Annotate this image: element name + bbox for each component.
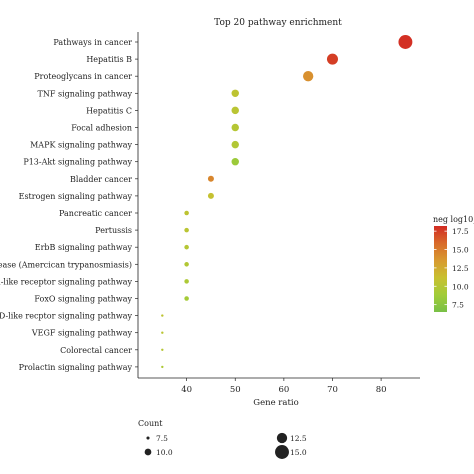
data-point <box>161 331 164 334</box>
size-legend: Count 7.5 10.0 12.5 15.0 <box>138 419 307 459</box>
data-point <box>184 296 189 301</box>
y-tick-label: P13-Akt signaling pathway <box>23 158 132 167</box>
size-legend-dot <box>275 445 289 459</box>
color-legend-label: 7.5 <box>452 301 464 310</box>
y-tick-label: Pancreatic cancer <box>59 209 132 218</box>
data-point <box>303 71 314 82</box>
color-legend-bar <box>434 226 447 312</box>
y-tick-label: Pertussis <box>95 226 132 235</box>
y-tick-label: FoxO signaling pathway <box>34 295 132 304</box>
data-point <box>161 348 164 351</box>
size-legend-label: 7.5 <box>156 434 168 443</box>
y-tick-label: MAPK signaling pathway <box>30 141 132 150</box>
y-tick-label: Colorectal cancer <box>60 346 132 355</box>
data-point <box>326 53 339 65</box>
data-point <box>161 365 164 369</box>
y-tick-label: Hepatitis C <box>86 106 132 115</box>
y-tick-label: Focal adhesion <box>71 124 132 133</box>
y-tick-label: Proteoglycans in cancer <box>34 72 132 81</box>
data-point <box>231 123 239 132</box>
y-tick-label: Hepatitis B <box>86 55 132 64</box>
data-point <box>184 279 189 284</box>
y-tick-label: ErbB signaling pathway <box>35 243 133 252</box>
color-legend-title: neg log10_ <box>433 215 474 224</box>
x-tick-label: 40 <box>181 385 192 395</box>
color-legend: neg log10_ 7.5 10.0 12.5 15.0 17.5 <box>433 215 474 312</box>
x-tick-label: 50 <box>230 385 241 395</box>
size-legend-label: 10.0 <box>156 448 173 457</box>
data-point <box>231 89 239 98</box>
x-axis-label: Gene ratio <box>253 398 298 408</box>
data-point <box>207 192 214 199</box>
y-tick-label: Toll-like receptor signaling pathway <box>0 277 132 286</box>
data-point <box>184 244 189 250</box>
y-tick-label: TNF signaling pathway <box>38 89 133 98</box>
size-legend-label: 15.0 <box>290 448 307 457</box>
color-legend-label: 10.0 <box>452 282 469 291</box>
y-tick-label: Pathways in cancer <box>53 38 132 47</box>
data-point <box>184 210 189 216</box>
data-point <box>161 314 164 317</box>
y-tick-label: NOD-like recptor signaling pathway <box>0 312 132 321</box>
color-legend-label: 17.5 <box>452 227 469 236</box>
x-tick-label: 60 <box>278 385 289 395</box>
size-legend-dot <box>144 448 152 456</box>
y-tick-label: disease (Amercican trypanosmiasis) <box>0 260 132 269</box>
y-tick-label: VEGF signaling pathway <box>31 329 133 338</box>
color-legend-label: 12.5 <box>452 264 469 273</box>
data-point <box>184 227 189 233</box>
data-point <box>207 175 214 182</box>
plot-area <box>161 35 413 369</box>
x-tick-label: 80 <box>376 385 387 395</box>
size-legend-dot <box>276 432 288 444</box>
y-tick-label: Prolactin signaling pathway <box>19 363 133 372</box>
y-tick-label: Estrogen signaling pathway <box>19 192 133 201</box>
size-legend-title: Count <box>138 419 163 428</box>
size-legend-label: 12.5 <box>290 434 307 443</box>
data-point <box>231 157 239 166</box>
size-legend-dot <box>146 436 150 440</box>
color-legend-label: 15.0 <box>452 246 469 255</box>
y-tick-label: Bladder cancer <box>70 175 132 184</box>
data-point <box>398 35 413 49</box>
data-point <box>231 140 239 149</box>
chart-title: Top 20 pathway enrichment <box>214 18 342 28</box>
data-point <box>231 106 239 115</box>
x-tick-label: 70 <box>327 385 338 395</box>
data-point <box>184 262 189 267</box>
